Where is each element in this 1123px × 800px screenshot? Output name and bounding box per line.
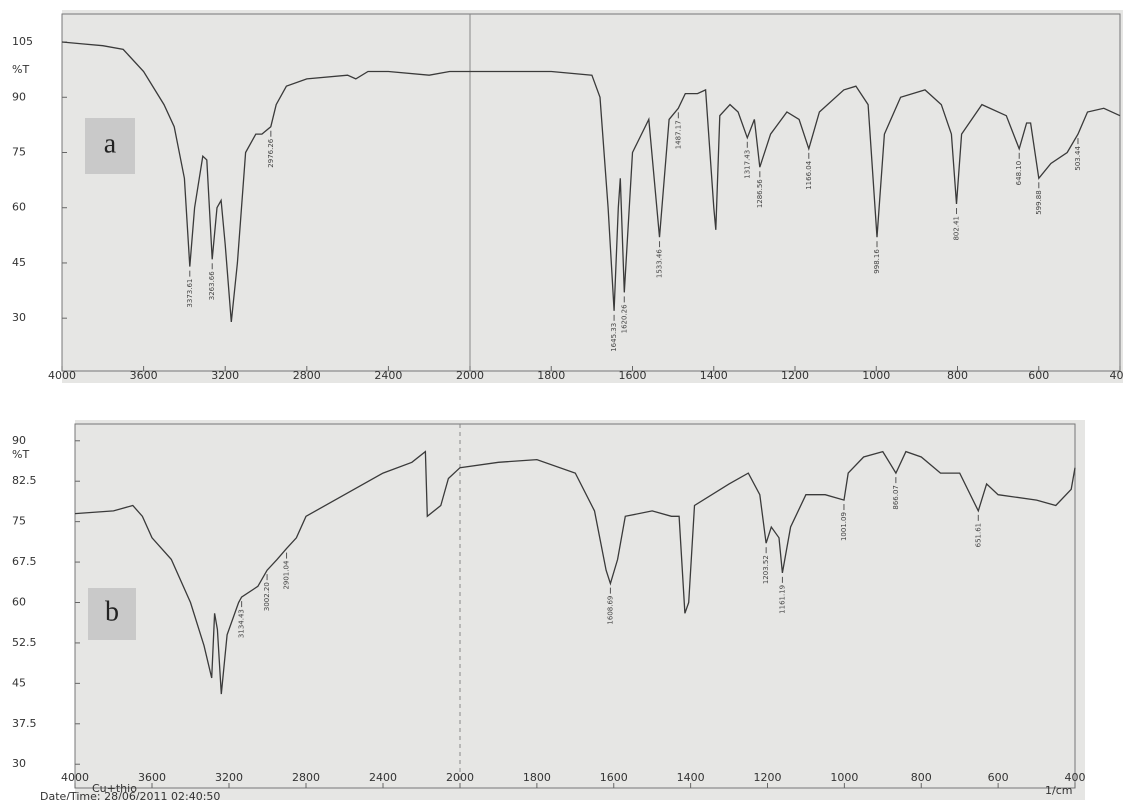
peak-label: 1161.19 xyxy=(778,585,786,614)
peak-label: 3263.66 xyxy=(208,271,216,300)
x-tick-label: 2800 xyxy=(293,369,321,382)
y-tick-label: 90 xyxy=(12,434,26,447)
x-tick-label: 1000 xyxy=(830,771,858,784)
peak-label: 3373.61 xyxy=(186,279,194,308)
y-tick-label: 90 xyxy=(12,90,26,103)
panel-label-box xyxy=(88,588,136,640)
x-tick-label: 800 xyxy=(911,771,932,784)
x-tick-label: 2000 xyxy=(446,771,474,784)
x-tick-label: 400 xyxy=(1065,771,1086,784)
y-tick-label: 52.5 xyxy=(12,636,37,649)
peak-label: 2901.04 xyxy=(283,560,291,589)
x-tick-label: 4000 xyxy=(61,771,89,784)
x-axis-label: 1/cm xyxy=(1045,784,1072,797)
y-tick-label: 30 xyxy=(12,757,26,770)
peak-label: 1203.52 xyxy=(762,555,770,584)
peak-label: 2976.26 xyxy=(267,138,275,167)
x-tick-label: 3200 xyxy=(215,771,243,784)
x-tick-label: 1600 xyxy=(619,369,647,382)
y-tick-label: 30 xyxy=(12,311,26,324)
sample-name: Cu+thio xyxy=(92,782,137,795)
peak-label: 1001.09 xyxy=(840,512,848,541)
panel-label: b xyxy=(105,596,119,627)
peak-label: 1645.33 xyxy=(610,323,618,352)
peak-label: 1166.04 xyxy=(805,160,813,189)
y-tick-label: 37.5 xyxy=(12,717,37,730)
y-tick-label: 75 xyxy=(12,515,26,528)
x-tick-label: 800 xyxy=(947,369,968,382)
peak-label: 1286.56 xyxy=(756,179,764,208)
peak-label: 866.07 xyxy=(892,485,900,510)
peak-label: 998.16 xyxy=(873,249,881,274)
x-tick-label: 1600 xyxy=(600,771,628,784)
x-tick-label: 1200 xyxy=(754,771,782,784)
y-tick-label: 82.5 xyxy=(12,474,37,487)
y-axis-label: %T xyxy=(12,63,29,76)
peak-label: 1317.43 xyxy=(743,150,751,179)
x-tick-label: 3600 xyxy=(130,369,158,382)
x-tick-label: 2800 xyxy=(292,771,320,784)
spectrum-line xyxy=(61,41,1121,322)
y-tick-label: 45 xyxy=(12,256,26,269)
peak-label: 503.44 xyxy=(1074,146,1082,171)
plot-frame xyxy=(74,423,1076,789)
x-tick-label: 600 xyxy=(988,771,1009,784)
peak-label: 651.61 xyxy=(974,523,982,548)
panel-background xyxy=(62,10,1123,383)
x-tick-label: 1400 xyxy=(677,771,705,784)
y-tick-label: 105 xyxy=(12,35,33,48)
peak-label: 3002.20 xyxy=(263,582,271,611)
x-tick-label: 1000 xyxy=(862,369,890,382)
peak-label: 1608.69 xyxy=(606,596,614,625)
y-tick-label: 60 xyxy=(12,201,26,214)
peak-label: 599.88 xyxy=(1035,190,1043,215)
y-tick-label: 75 xyxy=(12,146,26,159)
date-note: Date/Time; 28/06/2011 02:40:50 xyxy=(40,790,220,800)
peak-label: 1487.17 xyxy=(674,120,682,149)
x-tick-label: 1800 xyxy=(537,369,565,382)
x-tick-label: 3600 xyxy=(138,771,166,784)
plot-frame xyxy=(61,13,1121,372)
x-tick-label: 400 xyxy=(1110,369,1123,382)
y-axis-label: %T xyxy=(12,448,29,461)
y-tick-label: 67.5 xyxy=(12,555,37,568)
panel-label-box xyxy=(85,118,135,174)
peak-label: 802.41 xyxy=(953,216,961,241)
peak-label: 1533.46 xyxy=(656,249,664,278)
spectrum-line xyxy=(74,450,1076,695)
x-tick-label: 600 xyxy=(1028,369,1049,382)
x-tick-label: 2000 xyxy=(456,369,484,382)
peak-label: 3134.43 xyxy=(238,609,246,638)
peak-label: 1620.26 xyxy=(620,304,628,333)
x-tick-label: 1800 xyxy=(523,771,551,784)
x-tick-label: 2400 xyxy=(369,771,397,784)
panel-background xyxy=(75,420,1085,800)
peak-label: 648.10 xyxy=(1015,161,1023,186)
x-tick-label: 1400 xyxy=(700,369,728,382)
y-tick-label: 60 xyxy=(12,596,26,609)
x-tick-label: 2400 xyxy=(374,369,402,382)
panel-label: a xyxy=(104,128,117,159)
x-tick-label: 4000 xyxy=(48,369,76,382)
x-tick-label: 3200 xyxy=(211,369,239,382)
x-tick-label: 1200 xyxy=(781,369,809,382)
y-tick-label: 45 xyxy=(12,676,26,689)
